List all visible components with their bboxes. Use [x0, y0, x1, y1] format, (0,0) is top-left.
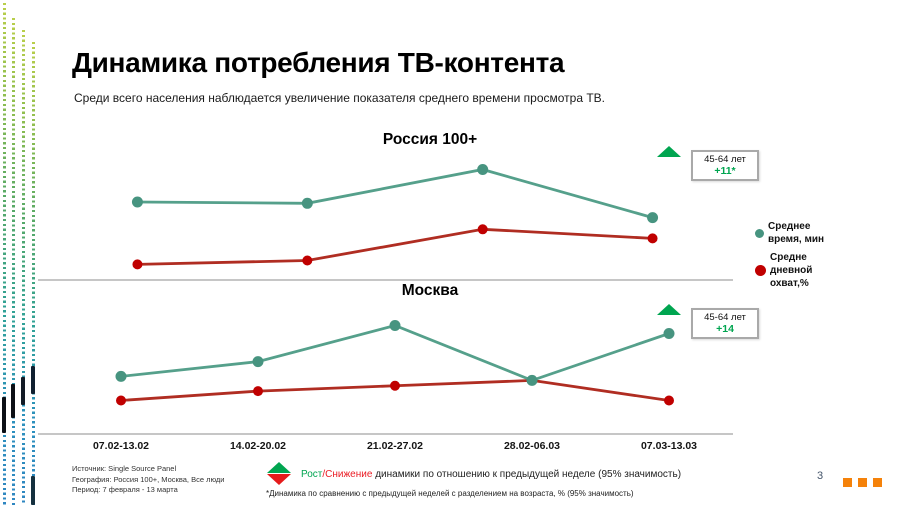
- growth-decline-diamond-icon: [267, 462, 291, 485]
- left-decor-strip: [0, 0, 44, 505]
- source-line: Источник: Single Source Panel: [72, 464, 177, 473]
- orange-square-icon: [858, 478, 867, 487]
- data-point-marker: [252, 356, 264, 368]
- age-badge-russia: 45-64 лет +11*: [691, 150, 759, 181]
- x-axis-label: 07.03-13.03: [640, 440, 698, 452]
- up-triangle-icon: [267, 462, 291, 473]
- green-dot-icon: [755, 228, 764, 238]
- data-point-marker: [116, 395, 126, 406]
- source-line: Период: 7 февраля - 13 марта: [72, 485, 178, 494]
- legend-label: Средне дневной охват,%: [770, 252, 813, 289]
- page-subtitle: Среди всего населения наблюдается увелич…: [74, 91, 606, 105]
- page-title: Динамика потребления ТВ-контента: [72, 47, 565, 78]
- data-point-marker: [647, 212, 659, 224]
- dotted-column-icon: [32, 42, 35, 505]
- page-number: 3: [816, 470, 824, 482]
- dotted-column-icon: [12, 18, 15, 505]
- age-badge-label: 45-64 лет: [704, 312, 746, 323]
- age-badge-delta: +11*: [714, 165, 736, 177]
- growth-triangle-icon: [657, 304, 681, 315]
- asterisk-footnote: *Динамика по сравнению с предыдущей неде…: [266, 489, 634, 498]
- legend-item-time: Среднее время, мин: [755, 220, 841, 246]
- down-triangle-icon: [267, 474, 291, 485]
- chart-title-russia: Россия 100+: [382, 131, 478, 148]
- legend-item-reach: Средне дневной охват,%: [755, 251, 841, 290]
- significance-note: Рост/Снижение динамики по отношению к пр…: [301, 469, 681, 480]
- series-line: [136, 227, 654, 266]
- chart-russia-plot: [131, 164, 659, 270]
- legend-label: Среднее время, мин: [768, 221, 825, 245]
- orange-square-icon: [843, 478, 852, 487]
- data-point-marker: [390, 380, 400, 391]
- series-line: [136, 168, 654, 219]
- decor-bar: [21, 377, 25, 405]
- data-point-marker: [663, 328, 675, 339]
- data-point-marker: [253, 386, 263, 397]
- data-point-marker: [526, 374, 538, 386]
- chart-moscow-plot: [115, 319, 675, 406]
- age-badge-label: 45-64 лет: [704, 154, 746, 165]
- chart-title-moscow: Москва: [401, 282, 459, 299]
- separator: /: [322, 469, 326, 480]
- orange-square-icon: [873, 478, 882, 487]
- x-axis-line: [38, 433, 733, 435]
- dotted-column-icon: [3, 3, 6, 505]
- growth-triangle-icon: [657, 146, 681, 157]
- decor-bar: [11, 384, 15, 418]
- x-axis-labels: 07.02-13.02 14.02-20.02 21.02-27.02 28.02-0…: [0, 440, 900, 456]
- growth-word: Рост: [301, 469, 323, 480]
- red-dot-icon: [755, 265, 766, 276]
- data-point-marker: [477, 164, 489, 175]
- data-point-marker: [302, 255, 313, 266]
- age-badge-moscow: 45-64 лет +14: [691, 308, 759, 339]
- x-axis-label: 14.02-20.02: [229, 440, 287, 452]
- series-line: [119, 323, 671, 382]
- x-axis-label: 07.02-13.02: [92, 440, 150, 452]
- data-point-marker: [664, 395, 674, 406]
- dotted-column-icon: [22, 30, 25, 505]
- decor-bar: [31, 366, 35, 394]
- source-line: География: Россия 100+, Москва, Все люди: [72, 474, 225, 484]
- decline-word: Снижение: [325, 469, 373, 480]
- brand-squares-icon: [843, 474, 888, 492]
- data-point-marker: [301, 197, 313, 209]
- x-axis-label: 28.02-06.03: [503, 440, 561, 452]
- chart-legend: Среднее время, мин Средне дневной охват,…: [755, 220, 841, 295]
- source-note: Источник: Single Source Panel География:…: [72, 464, 225, 496]
- data-point-marker: [647, 233, 658, 244]
- data-point-marker: [477, 224, 488, 235]
- note-rest: динамики по отношению к предыдущей недел…: [372, 469, 682, 480]
- decor-bar: [31, 476, 35, 505]
- chart-russia-axis-line: [38, 279, 733, 281]
- age-badge-delta: +14: [716, 323, 734, 335]
- x-axis-label: 21.02-27.02: [366, 440, 424, 452]
- decor-bar: [2, 397, 6, 433]
- data-point-marker: [115, 370, 127, 382]
- data-point-marker: [132, 259, 143, 270]
- data-point-marker: [131, 196, 143, 208]
- data-point-marker: [389, 319, 401, 331]
